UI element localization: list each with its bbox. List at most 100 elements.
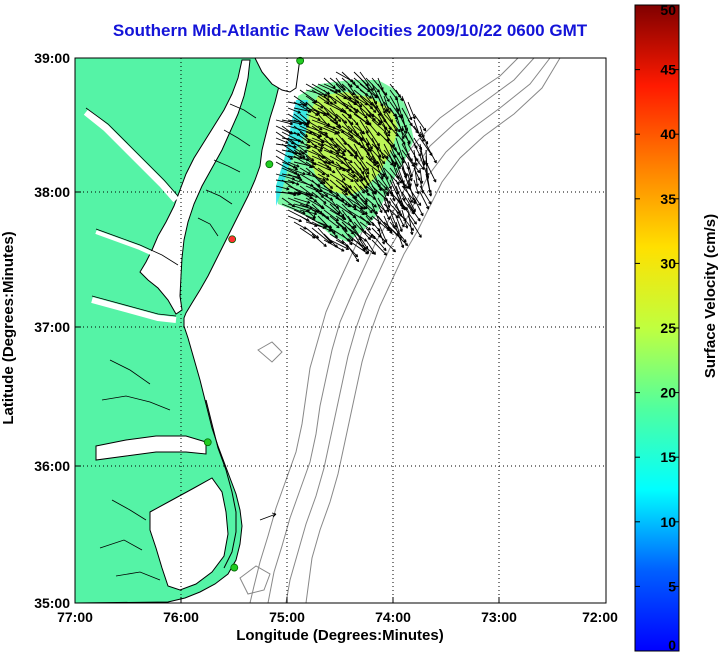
velocity-vector	[371, 191, 383, 214]
velocity-vector	[347, 173, 359, 182]
velocity-vector	[287, 107, 301, 114]
velocity-vector	[323, 89, 337, 105]
velocity-vector	[413, 179, 420, 195]
velocity-vector	[365, 239, 376, 255]
velocity-vector	[311, 185, 325, 199]
velocity-vector	[395, 227, 405, 249]
velocity-vector	[293, 107, 312, 113]
radar-station-marker	[228, 235, 237, 244]
velocity-vector	[275, 149, 294, 160]
velocity-vector	[305, 209, 316, 219]
velocity-vector	[377, 185, 390, 197]
velocity-vector	[401, 179, 413, 204]
albemarle-sound	[95, 435, 207, 461]
velocity-vector	[371, 155, 380, 169]
velocity-vector	[407, 155, 421, 174]
velocity-vector	[347, 245, 360, 263]
velocity-vector	[359, 197, 373, 214]
velocity-vector	[329, 149, 353, 163]
velocity-vector	[401, 95, 413, 121]
radar-station-marker	[265, 160, 274, 169]
velocity-vector	[311, 191, 327, 205]
velocity-vectors	[259, 71, 437, 521]
grid-lines	[75, 58, 606, 603]
velocity-vector	[353, 125, 366, 135]
velocity-vector	[287, 161, 300, 168]
velocity-vector	[317, 161, 331, 169]
colorbar-tick-label: 10	[660, 514, 676, 530]
velocity-vector	[359, 227, 373, 238]
velocity-vector	[407, 215, 422, 238]
velocity-vector	[311, 101, 324, 109]
velocity-vector	[359, 215, 372, 226]
velocity-vector	[341, 173, 354, 183]
chesapeake-bay	[139, 59, 251, 315]
velocity-vector	[323, 239, 345, 252]
velocity-vector	[259, 512, 277, 521]
velocity-vector	[281, 161, 297, 169]
colorbar-tick-label: 25	[660, 320, 676, 336]
velocity-vector	[335, 77, 344, 89]
velocity-vector	[377, 89, 389, 112]
velocity-vector	[359, 119, 369, 134]
velocity-vector	[395, 119, 404, 132]
velocity-vector	[377, 83, 390, 103]
y-tick-label: 35:00	[34, 595, 70, 611]
velocity-vector	[311, 197, 324, 209]
velocity-vector	[299, 167, 311, 175]
x-tick-label: 76:00	[163, 609, 199, 625]
velocity-vector	[275, 119, 293, 126]
velocity-vector	[353, 197, 364, 210]
y-tick-label: 39:00	[34, 50, 70, 66]
velocity-vector	[323, 215, 340, 229]
velocity-vector	[395, 209, 405, 228]
velocity-vector	[371, 239, 388, 256]
velocity-vector	[293, 197, 311, 204]
velocity-vector	[407, 167, 413, 182]
velocity-vector	[323, 161, 343, 170]
velocity-vector	[419, 131, 429, 145]
radar-station-marker	[203, 438, 212, 447]
velocity-vector	[425, 173, 433, 197]
velocity-vector	[353, 149, 369, 172]
velocity-vector	[395, 197, 405, 210]
river-james	[91, 297, 177, 323]
velocity-vector	[389, 119, 398, 132]
velocity-vector	[419, 191, 430, 210]
velocity-vector	[347, 95, 360, 104]
velocity-vector	[311, 161, 336, 174]
velocity-vector	[401, 215, 415, 232]
velocity-vector	[371, 119, 391, 137]
x-axis-label: Longitude (Degrees:Minutes)	[236, 627, 444, 644]
velocity-vector	[377, 203, 388, 214]
velocity-vector	[371, 233, 387, 252]
velocity-vector	[275, 185, 290, 191]
velocity-vector	[341, 227, 354, 242]
x-tick-label: 73:00	[481, 609, 517, 625]
velocity-vector	[401, 131, 411, 144]
velocity-vector	[425, 161, 437, 183]
colorbar-tick-label: 0	[668, 637, 676, 653]
velocity-vector	[359, 83, 378, 99]
velocity-vector	[287, 215, 303, 223]
velocity-vector	[383, 197, 390, 213]
velocity-vector	[323, 179, 334, 190]
velocity-vector	[359, 221, 372, 231]
y-tick-label: 38:00	[34, 184, 70, 200]
velocity-vector	[413, 113, 427, 132]
plot-frame	[74, 57, 607, 604]
velocity-vector	[347, 101, 358, 114]
velocity-vector	[389, 185, 396, 202]
velocity-vector	[413, 161, 419, 187]
velocity-field	[259, 71, 437, 521]
colorbar-tick-label: 50	[660, 2, 676, 18]
pamlico-sound	[149, 477, 229, 591]
x-tick-label: 75:00	[269, 609, 305, 625]
river-rappahannock	[95, 230, 180, 270]
velocity-vector	[407, 185, 422, 207]
velocity-vector	[401, 119, 408, 132]
y-tick-label: 37:00	[34, 319, 70, 335]
velocity-vector	[359, 209, 373, 220]
velocity-vector	[311, 137, 325, 144]
velocity-vector	[425, 143, 437, 164]
